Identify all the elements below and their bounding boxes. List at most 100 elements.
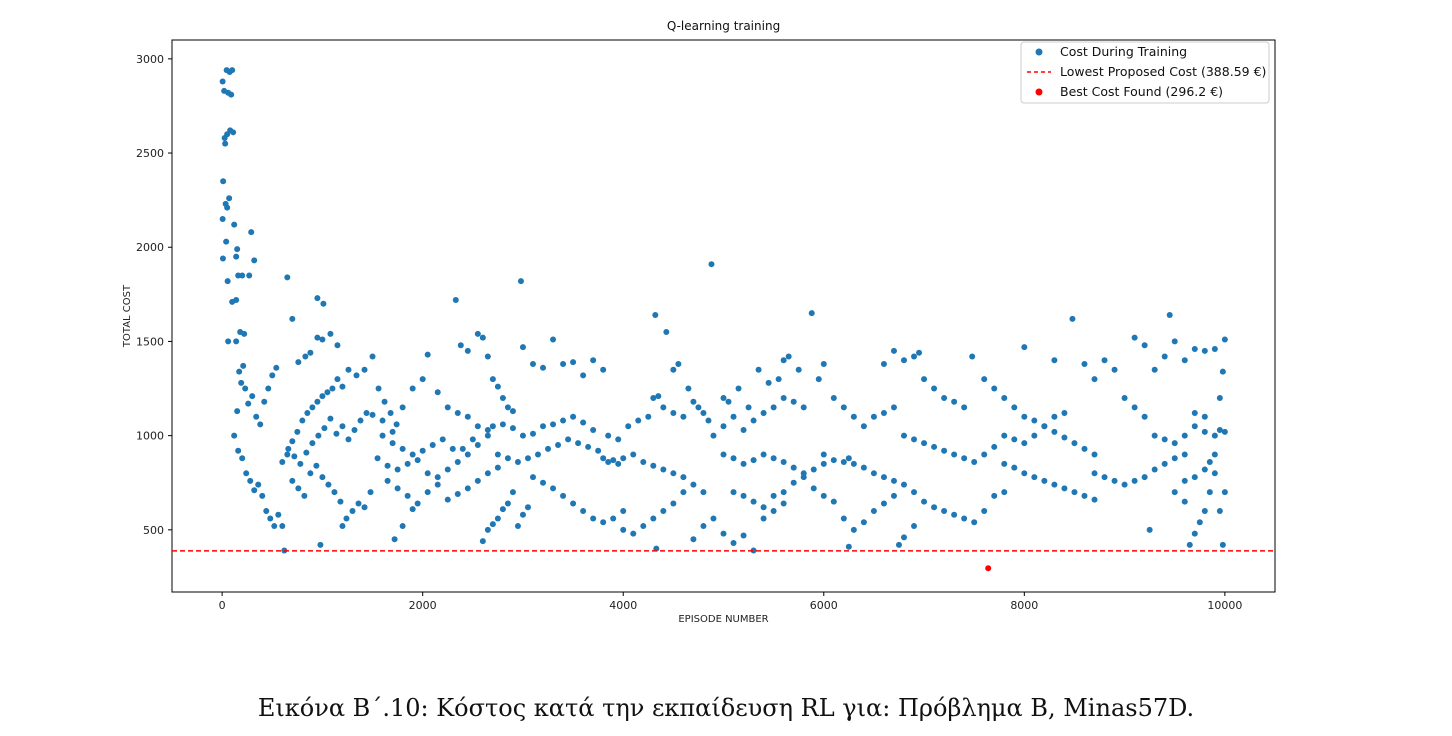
data-point <box>585 443 592 450</box>
data-point <box>931 385 938 392</box>
data-point <box>434 474 441 481</box>
data-point <box>730 413 737 420</box>
data-point <box>529 430 536 437</box>
data-point <box>1051 413 1058 420</box>
data-point <box>363 410 370 417</box>
data-point <box>409 506 416 513</box>
data-point <box>1191 530 1198 537</box>
data-point <box>1201 347 1208 354</box>
data-point <box>1146 526 1153 533</box>
data-point <box>351 426 358 433</box>
data-point <box>951 398 958 405</box>
data-point <box>267 515 274 522</box>
data-point <box>1021 440 1028 447</box>
data-point <box>231 221 238 228</box>
data-point <box>590 357 597 364</box>
data-point <box>640 523 647 530</box>
data-point <box>504 455 511 462</box>
data-point <box>236 368 243 375</box>
data-point <box>860 464 867 471</box>
data-point <box>870 413 877 420</box>
data-point <box>1221 336 1228 343</box>
data-point <box>650 515 657 522</box>
data-point <box>560 361 567 368</box>
data-point <box>555 442 562 449</box>
data-point <box>1151 432 1158 439</box>
data-point <box>399 523 406 530</box>
data-point <box>229 67 236 74</box>
y-tick-label: 3000 <box>136 53 164 66</box>
data-point <box>780 489 787 496</box>
data-point <box>514 459 521 466</box>
data-point <box>367 489 374 496</box>
data-point <box>357 417 364 424</box>
data-point <box>760 410 767 417</box>
data-point <box>509 408 516 415</box>
data-point <box>870 507 877 514</box>
data-point <box>319 474 326 481</box>
data-point <box>590 515 597 522</box>
data-point <box>269 372 276 379</box>
data-point <box>314 398 321 405</box>
data-point <box>519 511 526 518</box>
data-point <box>329 385 336 392</box>
data-point <box>735 385 742 392</box>
data-point <box>911 489 918 496</box>
data-point <box>384 477 391 484</box>
data-point <box>1111 366 1118 373</box>
data-point <box>534 451 541 458</box>
data-point <box>343 515 350 522</box>
data-point <box>1001 394 1008 401</box>
data-point <box>810 466 817 473</box>
x-tick-label: 8000 <box>1010 599 1038 612</box>
data-point <box>248 229 255 236</box>
data-point <box>424 470 431 477</box>
data-point <box>484 426 491 433</box>
data-point <box>394 485 401 492</box>
data-point <box>670 366 677 373</box>
data-point <box>790 479 797 486</box>
data-point <box>225 338 232 345</box>
data-point <box>1051 357 1058 364</box>
data-point <box>1081 492 1088 499</box>
data-point <box>279 523 286 530</box>
data-point <box>790 398 797 405</box>
data-point <box>452 296 459 303</box>
data-point <box>339 423 346 430</box>
data-point <box>325 481 332 488</box>
data-point <box>770 507 777 514</box>
data-point <box>1151 466 1158 473</box>
x-tick-label: 2000 <box>409 599 437 612</box>
data-point <box>840 459 847 466</box>
data-point <box>238 379 245 386</box>
data-point <box>969 353 976 360</box>
data-point <box>961 515 968 522</box>
data-point <box>620 526 627 533</box>
data-point <box>720 451 727 458</box>
data-point <box>770 492 777 499</box>
figure-caption: Εικόνα Β΄.10: Κόστος κατά την εκπαίδευση… <box>257 694 1195 722</box>
data-point <box>1031 417 1038 424</box>
data-point <box>1141 413 1148 420</box>
x-axis-title: EPISODE NUMBER <box>678 614 768 625</box>
data-point <box>652 312 659 319</box>
data-point <box>334 342 341 349</box>
data-point <box>309 440 316 447</box>
data-point <box>369 411 376 418</box>
data-point <box>1131 404 1138 411</box>
data-point <box>404 460 411 467</box>
data-point <box>355 500 362 507</box>
data-point <box>580 507 587 514</box>
data-point <box>780 357 787 364</box>
data-point <box>1161 353 1168 360</box>
data-point <box>320 300 327 307</box>
data-point <box>690 398 697 405</box>
data-point <box>284 274 291 281</box>
data-point <box>880 500 887 507</box>
data-point <box>514 523 521 530</box>
data-point <box>620 455 627 462</box>
data-point <box>484 470 491 477</box>
data-point <box>1071 489 1078 496</box>
data-point <box>600 519 607 526</box>
data-point <box>221 134 228 141</box>
